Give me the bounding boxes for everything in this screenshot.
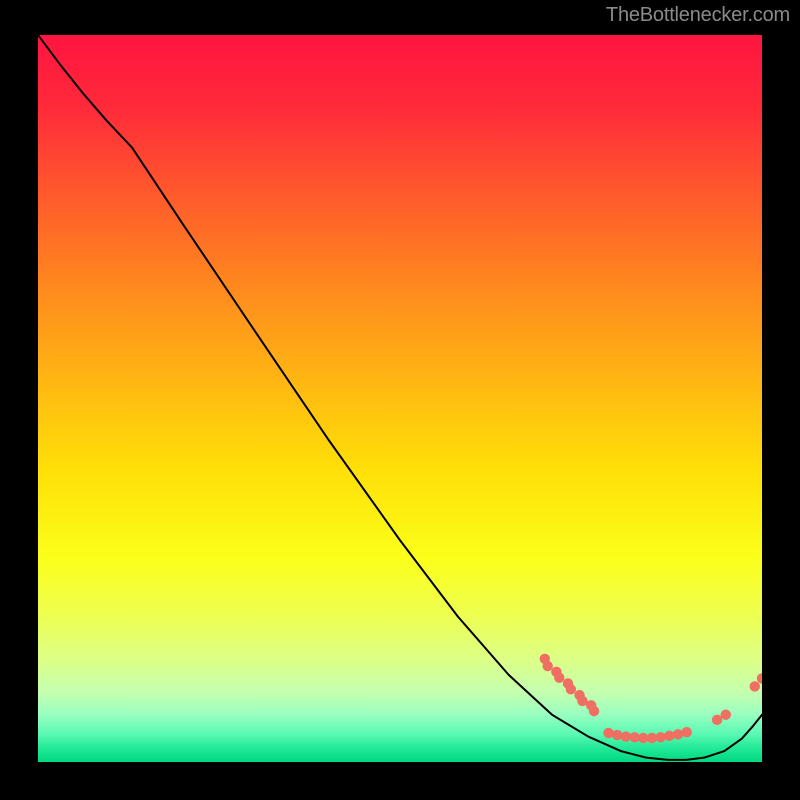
scatter-point xyxy=(673,729,683,739)
scatter-points xyxy=(540,654,762,744)
scatter-point xyxy=(589,706,599,716)
scatter-point xyxy=(712,715,722,725)
scatter-point xyxy=(612,730,622,740)
plot-area xyxy=(38,35,762,762)
attribution-text: TheBottlenecker.com xyxy=(606,4,790,27)
scatter-point xyxy=(750,681,760,691)
scatter-point xyxy=(682,727,692,737)
scatter-point xyxy=(655,732,665,742)
scatter-point xyxy=(721,710,731,720)
scatter-point xyxy=(603,728,613,738)
scatter-point xyxy=(664,731,674,741)
scatter-point xyxy=(577,696,587,706)
chart-svg xyxy=(38,35,762,762)
bottleneck-curve xyxy=(38,35,762,760)
scatter-point xyxy=(543,661,553,671)
scatter-point xyxy=(566,684,576,694)
scatter-point xyxy=(554,672,564,682)
